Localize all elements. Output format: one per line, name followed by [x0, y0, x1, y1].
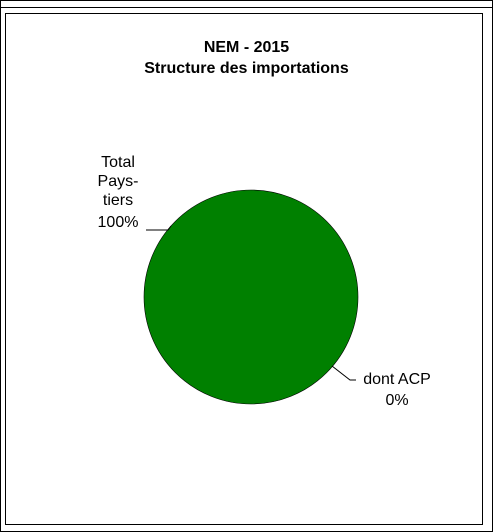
slice-label-1-line-3: tiers — [103, 192, 133, 209]
pie-slice-1 — [143, 189, 359, 405]
chart-title-line-1: NEM - 2015 — [203, 39, 290, 56]
slice-label-1-line-2: Pays- — [98, 173, 139, 190]
slice-label-2-line-1: dont ACP — [363, 371, 431, 388]
leader-line-2 — [331, 365, 356, 381]
chart-title-line-2: Structure des importations — [144, 60, 349, 77]
top-rule — [0, 0, 493, 8]
chart-area-frame — [5, 13, 483, 525]
slice-percent-label-2: 0% — [385, 392, 408, 409]
slice-percent-label-1: 100% — [98, 214, 139, 231]
slice-label-1-line-1: Total — [101, 154, 135, 171]
leader-line-1 — [146, 225, 172, 231]
